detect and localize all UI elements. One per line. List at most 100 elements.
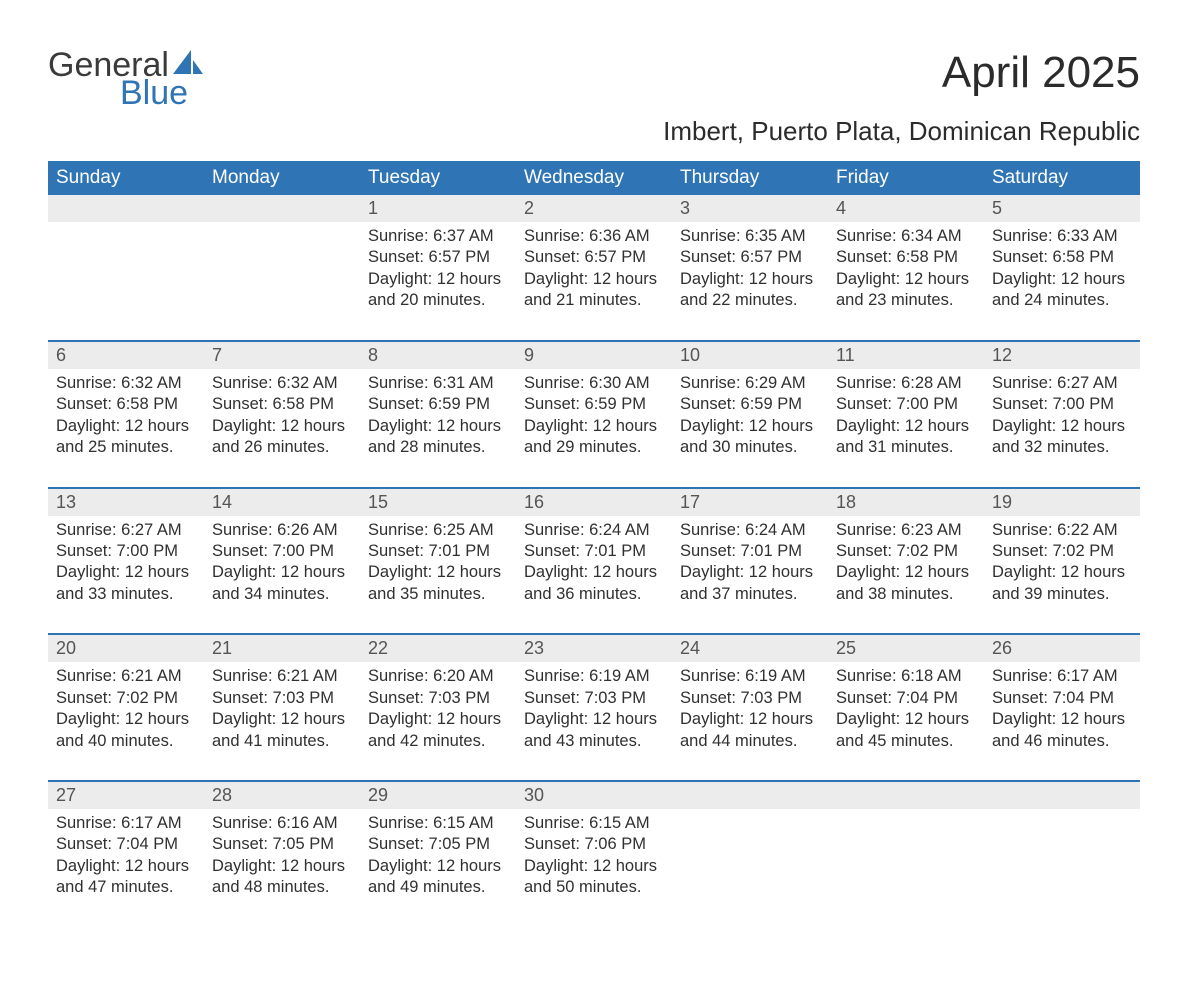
- sunset-line: Sunset: 7:01 PM: [680, 541, 820, 562]
- daylight-line-2: and 48 minutes.: [212, 877, 352, 898]
- day-detail: Sunrise: 6:21 AMSunset: 7:02 PMDaylight:…: [48, 662, 204, 780]
- daylight-line-2: and 20 minutes.: [368, 290, 508, 311]
- daylight-line-1: Daylight: 12 hours: [212, 562, 352, 583]
- daylight-line-2: and 46 minutes.: [992, 731, 1132, 752]
- sunset-line: Sunset: 7:00 PM: [212, 541, 352, 562]
- sunset-line: Sunset: 7:03 PM: [524, 688, 664, 709]
- empty-cell: [984, 782, 1140, 809]
- sunset-line: Sunset: 7:06 PM: [524, 834, 664, 855]
- sunset-line: Sunset: 6:58 PM: [992, 247, 1132, 268]
- daylight-line-2: and 21 minutes.: [524, 290, 664, 311]
- empty-cell: [672, 782, 828, 809]
- day-detail-row: Sunrise: 6:27 AMSunset: 7:00 PMDaylight:…: [48, 516, 1140, 634]
- col-monday: Monday: [204, 161, 360, 195]
- day-number: 29: [360, 782, 516, 809]
- day-detail: Sunrise: 6:26 AMSunset: 7:00 PMDaylight:…: [204, 516, 360, 634]
- col-saturday: Saturday: [984, 161, 1140, 195]
- day-number: 18: [828, 489, 984, 516]
- sunset-line: Sunset: 7:02 PM: [56, 688, 196, 709]
- empty-cell: [828, 782, 984, 809]
- day-detail: Sunrise: 6:33 AMSunset: 6:58 PMDaylight:…: [984, 222, 1140, 340]
- sunset-line: Sunset: 6:58 PM: [56, 394, 196, 415]
- sunset-line: Sunset: 7:04 PM: [836, 688, 976, 709]
- sunset-line: Sunset: 7:02 PM: [992, 541, 1132, 562]
- sunrise-line: Sunrise: 6:27 AM: [56, 520, 196, 541]
- sunrise-line: Sunrise: 6:19 AM: [680, 666, 820, 687]
- day-number: 8: [360, 342, 516, 369]
- day-detail: Sunrise: 6:15 AMSunset: 7:06 PMDaylight:…: [516, 809, 672, 927]
- daylight-line-1: Daylight: 12 hours: [368, 416, 508, 437]
- day-detail: Sunrise: 6:23 AMSunset: 7:02 PMDaylight:…: [828, 516, 984, 634]
- day-number: 14: [204, 489, 360, 516]
- daylight-line-2: and 34 minutes.: [212, 584, 352, 605]
- sunset-line: Sunset: 6:59 PM: [524, 394, 664, 415]
- daylight-line-1: Daylight: 12 hours: [524, 709, 664, 730]
- daylight-line-2: and 24 minutes.: [992, 290, 1132, 311]
- daylight-line-1: Daylight: 12 hours: [836, 709, 976, 730]
- day-number: 5: [984, 195, 1140, 222]
- empty-cell: [48, 222, 204, 340]
- day-number: 2: [516, 195, 672, 222]
- daylight-line-2: and 25 minutes.: [56, 437, 196, 458]
- col-thursday: Thursday: [672, 161, 828, 195]
- sunrise-line: Sunrise: 6:15 AM: [524, 813, 664, 834]
- daylight-line-2: and 40 minutes.: [56, 731, 196, 752]
- sunrise-line: Sunrise: 6:35 AM: [680, 226, 820, 247]
- day-number: 19: [984, 489, 1140, 516]
- sunrise-line: Sunrise: 6:24 AM: [680, 520, 820, 541]
- day-detail: Sunrise: 6:25 AMSunset: 7:01 PMDaylight:…: [360, 516, 516, 634]
- day-number: 1: [360, 195, 516, 222]
- daylight-line-2: and 38 minutes.: [836, 584, 976, 605]
- daylight-line-1: Daylight: 12 hours: [368, 562, 508, 583]
- daylight-line-1: Daylight: 12 hours: [56, 856, 196, 877]
- daylight-line-1: Daylight: 12 hours: [524, 269, 664, 290]
- empty-cell: [204, 195, 360, 222]
- empty-cell: [672, 809, 828, 927]
- sunrise-line: Sunrise: 6:26 AM: [212, 520, 352, 541]
- daylight-line-2: and 33 minutes.: [56, 584, 196, 605]
- sunrise-line: Sunrise: 6:16 AM: [212, 813, 352, 834]
- day-detail: Sunrise: 6:24 AMSunset: 7:01 PMDaylight:…: [516, 516, 672, 634]
- sunrise-line: Sunrise: 6:32 AM: [56, 373, 196, 394]
- sunrise-line: Sunrise: 6:32 AM: [212, 373, 352, 394]
- col-friday: Friday: [828, 161, 984, 195]
- sunset-line: Sunset: 7:02 PM: [836, 541, 976, 562]
- day-detail: Sunrise: 6:34 AMSunset: 6:58 PMDaylight:…: [828, 222, 984, 340]
- daylight-line-1: Daylight: 12 hours: [56, 709, 196, 730]
- daylight-line-2: and 23 minutes.: [836, 290, 976, 311]
- sunrise-line: Sunrise: 6:28 AM: [836, 373, 976, 394]
- daylight-line-1: Daylight: 12 hours: [992, 709, 1132, 730]
- daylight-line-1: Daylight: 12 hours: [680, 562, 820, 583]
- sunrise-line: Sunrise: 6:21 AM: [56, 666, 196, 687]
- daylight-line-1: Daylight: 12 hours: [524, 856, 664, 877]
- day-number: 21: [204, 635, 360, 662]
- empty-cell: [204, 222, 360, 340]
- daylight-line-2: and 22 minutes.: [680, 290, 820, 311]
- day-number: 23: [516, 635, 672, 662]
- sunrise-line: Sunrise: 6:29 AM: [680, 373, 820, 394]
- day-detail: Sunrise: 6:15 AMSunset: 7:05 PMDaylight:…: [360, 809, 516, 927]
- daylight-line-1: Daylight: 12 hours: [368, 709, 508, 730]
- daylight-line-1: Daylight: 12 hours: [836, 562, 976, 583]
- daylight-line-1: Daylight: 12 hours: [680, 709, 820, 730]
- day-detail: Sunrise: 6:29 AMSunset: 6:59 PMDaylight:…: [672, 369, 828, 487]
- sunset-line: Sunset: 7:04 PM: [992, 688, 1132, 709]
- brand-line2: Blue: [120, 76, 203, 110]
- sunrise-line: Sunrise: 6:31 AM: [368, 373, 508, 394]
- calendar-table: Sunday Monday Tuesday Wednesday Thursday…: [48, 161, 1140, 927]
- day-detail: Sunrise: 6:28 AMSunset: 7:00 PMDaylight:…: [828, 369, 984, 487]
- daylight-line-1: Daylight: 12 hours: [836, 416, 976, 437]
- day-detail: Sunrise: 6:21 AMSunset: 7:03 PMDaylight:…: [204, 662, 360, 780]
- page-title: April 2025: [942, 48, 1140, 98]
- daylight-line-2: and 36 minutes.: [524, 584, 664, 605]
- sunrise-line: Sunrise: 6:17 AM: [992, 666, 1132, 687]
- sunset-line: Sunset: 7:00 PM: [56, 541, 196, 562]
- sunrise-line: Sunrise: 6:27 AM: [992, 373, 1132, 394]
- sunrise-line: Sunrise: 6:17 AM: [56, 813, 196, 834]
- sunset-line: Sunset: 6:57 PM: [680, 247, 820, 268]
- day-number: 9: [516, 342, 672, 369]
- brand-logo: General Blue: [48, 48, 203, 110]
- sunrise-line: Sunrise: 6:34 AM: [836, 226, 976, 247]
- day-number: 4: [828, 195, 984, 222]
- daylight-line-1: Daylight: 12 hours: [56, 562, 196, 583]
